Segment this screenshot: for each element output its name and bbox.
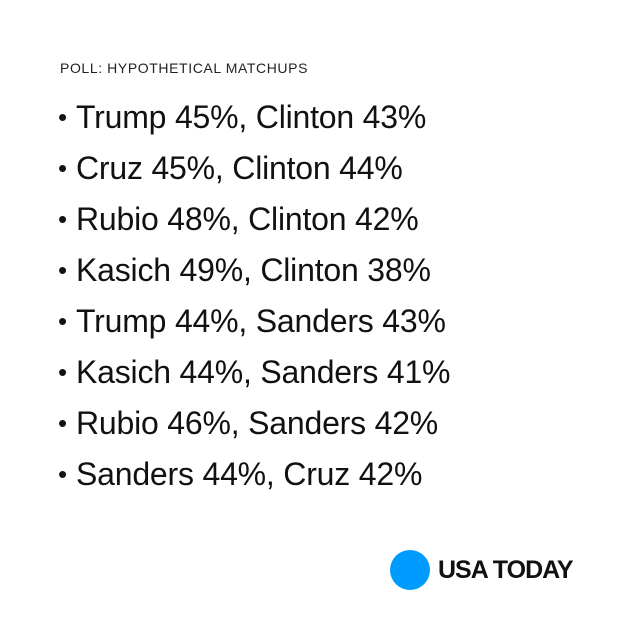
bullet-icon: •	[58, 306, 67, 336]
list-item: • Kasich 49%, Clinton 38%	[58, 245, 450, 296]
list-item: • Kasich 44%, Sanders 41%	[58, 347, 450, 398]
matchup-text: Rubio 48%, Clinton 42%	[76, 201, 419, 237]
usa-today-logo: USA TODAY	[390, 550, 574, 590]
matchup-text: Sanders 44%, Cruz 42%	[76, 456, 423, 492]
matchup-text: Trump 44%, Sanders 43%	[76, 303, 446, 339]
bullet-icon: •	[58, 459, 67, 489]
matchup-text: Trump 45%, Clinton 43%	[76, 99, 427, 135]
list-item: • Sanders 44%, Cruz 42%	[58, 449, 450, 500]
page-title: POLL: HYPOTHETICAL MATCHUPS	[60, 60, 309, 76]
matchup-text: Kasich 44%, Sanders 41%	[76, 354, 451, 390]
list-item: • Cruz 45%, Clinton 44%	[58, 143, 450, 194]
bullet-icon: •	[58, 255, 67, 285]
list-item: • Rubio 48%, Clinton 42%	[58, 194, 450, 245]
list-item: • Trump 44%, Sanders 43%	[58, 296, 450, 347]
matchup-text: Cruz 45%, Clinton 44%	[76, 150, 403, 186]
bullet-icon: •	[58, 408, 67, 438]
bullet-icon: •	[58, 204, 67, 234]
matchup-list: • Trump 45%, Clinton 43% • Cruz 45%, Cli…	[58, 92, 450, 500]
bullet-icon: •	[58, 357, 67, 387]
logo-text: USA TODAY	[438, 555, 574, 584]
bullet-icon: •	[58, 153, 67, 183]
logo-dot-icon	[390, 550, 430, 590]
matchup-text: Kasich 49%, Clinton 38%	[76, 252, 431, 288]
bullet-icon: •	[58, 102, 67, 132]
list-item: • Rubio 46%, Sanders 42%	[58, 398, 450, 449]
matchup-text: Rubio 46%, Sanders 42%	[76, 405, 439, 441]
list-item: • Trump 45%, Clinton 43%	[58, 92, 450, 143]
